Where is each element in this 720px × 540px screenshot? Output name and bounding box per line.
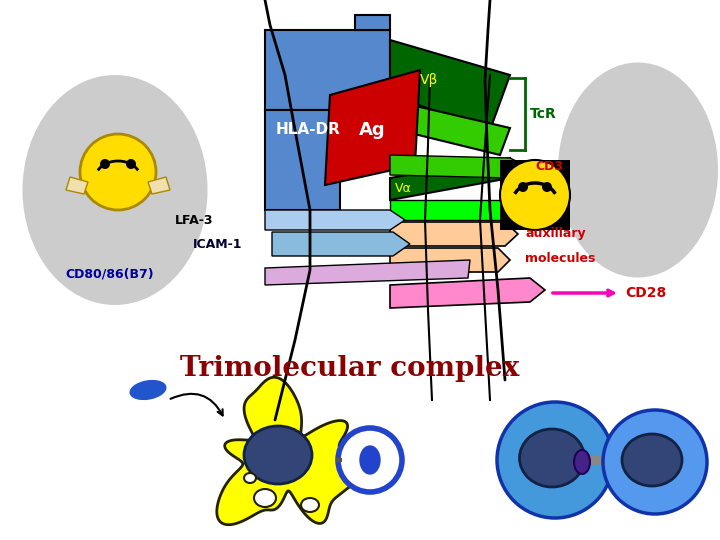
Text: HLA-DR: HLA-DR (276, 123, 341, 138)
Ellipse shape (130, 381, 166, 400)
Text: ICAM-1: ICAM-1 (193, 238, 243, 251)
Text: Vβ: Vβ (420, 73, 438, 87)
Polygon shape (355, 15, 390, 30)
Polygon shape (272, 232, 410, 256)
Text: CD28: CD28 (625, 286, 666, 300)
Circle shape (500, 160, 570, 230)
Ellipse shape (22, 75, 207, 305)
Text: TcR: TcR (530, 107, 557, 121)
Circle shape (338, 428, 402, 492)
Circle shape (80, 134, 156, 210)
Ellipse shape (574, 450, 590, 474)
Ellipse shape (301, 498, 319, 512)
Text: CD3: CD3 (535, 160, 563, 173)
Text: Ag: Ag (359, 121, 385, 139)
Ellipse shape (244, 473, 256, 483)
Polygon shape (217, 377, 366, 525)
Polygon shape (390, 248, 510, 272)
Polygon shape (66, 177, 88, 194)
Polygon shape (500, 160, 570, 230)
Polygon shape (390, 40, 510, 130)
Ellipse shape (254, 489, 276, 507)
Text: LFA-3: LFA-3 (175, 213, 214, 226)
Polygon shape (265, 30, 390, 110)
Text: Vα: Vα (395, 181, 412, 194)
Ellipse shape (622, 434, 682, 486)
Text: Trimolecular complex: Trimolecular complex (180, 354, 520, 381)
Polygon shape (390, 278, 545, 308)
Polygon shape (148, 177, 170, 194)
Polygon shape (390, 100, 510, 155)
Polygon shape (265, 210, 405, 230)
Text: auxillary: auxillary (525, 227, 585, 240)
Polygon shape (265, 110, 340, 210)
Ellipse shape (244, 426, 312, 484)
Circle shape (603, 410, 707, 514)
Circle shape (497, 402, 613, 518)
Ellipse shape (558, 63, 718, 278)
Polygon shape (265, 260, 470, 285)
Text: CD80/86(B7): CD80/86(B7) (65, 267, 153, 280)
Circle shape (518, 182, 528, 192)
Circle shape (100, 159, 110, 169)
Text: molecules: molecules (525, 252, 595, 265)
Polygon shape (390, 158, 510, 200)
Polygon shape (390, 155, 530, 178)
Ellipse shape (520, 429, 585, 487)
Polygon shape (325, 70, 420, 185)
Polygon shape (390, 222, 518, 246)
Circle shape (126, 159, 136, 169)
Circle shape (542, 182, 552, 192)
Ellipse shape (360, 446, 380, 474)
Polygon shape (390, 200, 510, 220)
